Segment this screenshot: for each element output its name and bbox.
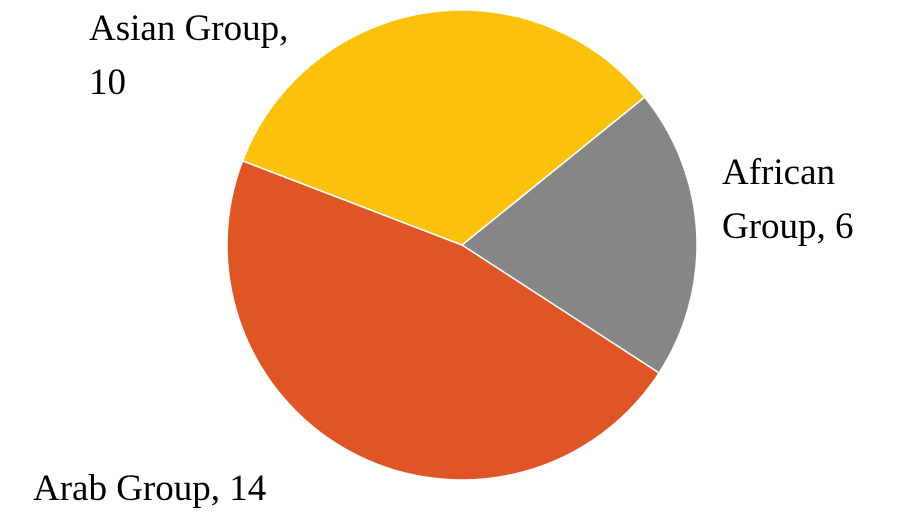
data-label: African Group, 6	[722, 152, 854, 247]
data-label: Asian Group, 10	[89, 8, 289, 103]
pie-slice	[460, 96, 698, 375]
pie-slice	[226, 159, 661, 481]
data-label: Arab Group, 14	[33, 468, 267, 509]
pie-slice	[241, 9, 646, 246]
